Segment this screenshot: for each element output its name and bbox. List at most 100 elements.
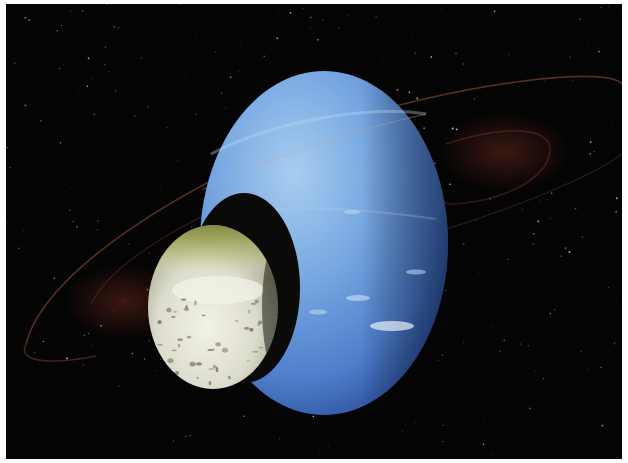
star	[593, 151, 596, 153]
star	[59, 67, 61, 69]
star	[319, 453, 321, 454]
star	[568, 251, 571, 253]
star	[608, 286, 610, 288]
star	[473, 98, 475, 100]
star	[210, 426, 212, 428]
star	[430, 56, 433, 58]
star	[131, 352, 134, 355]
star	[476, 219, 478, 221]
star	[347, 14, 349, 16]
star	[66, 357, 68, 360]
neptune-cloud-2	[346, 295, 370, 301]
star	[463, 341, 464, 343]
star	[147, 381, 149, 383]
star	[543, 196, 544, 198]
star	[70, 187, 72, 189]
star	[538, 200, 540, 202]
crater	[194, 300, 197, 306]
star	[141, 57, 143, 59]
star	[278, 10, 279, 11]
star	[572, 79, 574, 81]
star	[615, 303, 617, 305]
star	[550, 217, 552, 219]
star	[489, 198, 492, 200]
star	[408, 91, 411, 94]
star	[551, 192, 553, 194]
crater	[189, 361, 196, 367]
star	[569, 56, 571, 59]
triton-polar-highlight	[172, 276, 264, 304]
star	[613, 342, 616, 345]
star	[322, 19, 324, 21]
star	[600, 6, 602, 9]
star	[172, 440, 175, 442]
crater	[166, 307, 172, 313]
star	[544, 79, 545, 81]
crater	[157, 320, 162, 325]
star	[580, 350, 582, 352]
star	[166, 126, 168, 128]
star	[96, 229, 98, 231]
star	[495, 338, 497, 340]
star	[158, 223, 160, 225]
star	[190, 225, 192, 227]
star	[598, 51, 600, 53]
neptune-band-upper	[210, 109, 427, 156]
star	[289, 12, 292, 14]
star	[381, 57, 383, 59]
star	[554, 309, 556, 311]
star	[484, 422, 485, 423]
crater	[181, 298, 187, 301]
star	[24, 104, 27, 107]
crater	[177, 338, 184, 342]
star	[507, 258, 509, 261]
crater	[249, 328, 254, 332]
star	[148, 252, 150, 254]
star	[61, 25, 63, 27]
star	[115, 90, 117, 92]
crater	[221, 347, 229, 353]
neptune-cloud-3	[406, 269, 426, 275]
star	[422, 426, 424, 428]
star	[532, 232, 535, 235]
star	[374, 51, 375, 53]
star	[263, 55, 265, 58]
star	[414, 52, 417, 55]
star	[537, 220, 540, 223]
star	[581, 236, 584, 238]
star	[615, 210, 618, 213]
crater	[207, 349, 215, 351]
crater	[173, 310, 177, 313]
crater	[196, 376, 199, 379]
crater	[227, 375, 231, 380]
star	[482, 443, 485, 446]
ring-glow-right	[438, 112, 570, 192]
star	[402, 430, 403, 432]
star	[83, 334, 86, 337]
star	[574, 207, 577, 210]
star	[56, 34, 58, 36]
crater	[171, 315, 176, 318]
crater	[177, 343, 181, 348]
star	[521, 208, 524, 210]
star	[128, 243, 130, 245]
star	[556, 262, 558, 263]
star	[56, 29, 59, 32]
star	[9, 166, 12, 169]
star	[143, 358, 146, 360]
star	[113, 25, 116, 28]
star	[414, 421, 416, 423]
crater	[258, 320, 263, 325]
star	[160, 359, 162, 360]
star	[589, 141, 592, 144]
star	[441, 440, 444, 443]
crater	[201, 314, 206, 317]
star	[560, 255, 562, 257]
star	[493, 10, 496, 13]
neptune-cloud-4	[309, 309, 327, 315]
star	[463, 243, 465, 245]
star	[437, 359, 439, 361]
star	[563, 367, 565, 369]
star	[527, 345, 530, 347]
